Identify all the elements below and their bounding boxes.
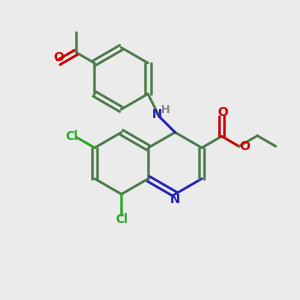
- Text: Cl: Cl: [115, 213, 128, 226]
- Text: N: N: [152, 108, 163, 121]
- Text: O: O: [240, 140, 250, 153]
- Text: Cl: Cl: [65, 130, 78, 142]
- Text: O: O: [218, 106, 229, 119]
- Text: H: H: [161, 105, 170, 115]
- Text: O: O: [53, 52, 64, 64]
- Text: N: N: [170, 193, 180, 206]
